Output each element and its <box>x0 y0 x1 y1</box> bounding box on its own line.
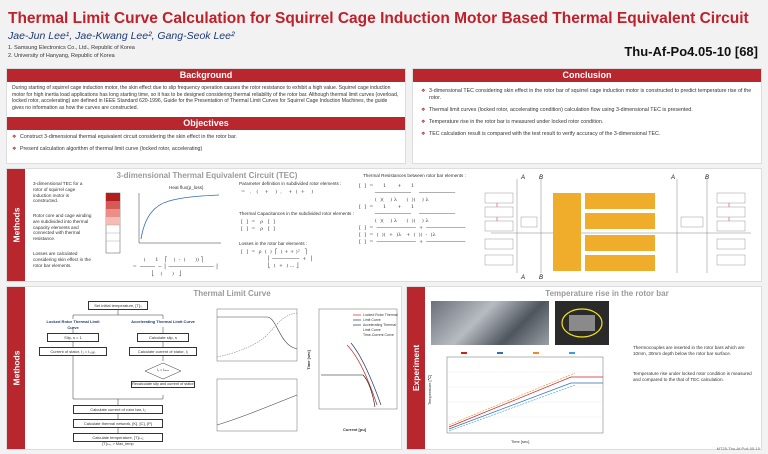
experiment-heading: Temperature rise in the rotor bar <box>545 289 669 298</box>
flow-network-box: Calculate thermal network, [K], [C], {P} <box>73 419 163 428</box>
svg-text:B: B <box>705 175 709 181</box>
background-heading: Background <box>7 69 405 82</box>
flow-accelerating-label: Accelerating Thermal Limit Curve <box>131 319 195 324</box>
conclusion-item: 3-dimensional TEC considering skin effec… <box>421 88 753 102</box>
objective-item: Present calculation algorithm of thermal… <box>12 146 400 153</box>
background-panel: Background During starting of squirrel c… <box>6 68 406 164</box>
resistance-equations: [ ] = 1 + 1 ──────────── ──────────── ( … <box>359 183 466 245</box>
rotor-bar-illustration <box>105 192 121 254</box>
conclusion-list: 3-dimensional TEC considering skin effec… <box>413 82 761 149</box>
svg-text:B: B <box>539 175 543 181</box>
affiliation-1: 1. Samsung Electronics Co., Ltd., Republ… <box>8 45 135 51</box>
conclusion-heading: Conclusion <box>413 69 761 82</box>
legend-time-current: Time-Current Curve <box>363 333 394 337</box>
flowchart: Set initial temperature, [T]₀ Locked Rot… <box>33 299 203 449</box>
resistance-label: Thermal Resistances between rotor bar el… <box>363 173 466 178</box>
affiliations: 1. Samsung Electronics Co., Ltd., Republ… <box>8 44 135 60</box>
experiment-text-1: Thermocouples are inserted in the rotor … <box>633 345 745 356</box>
flow-calc-stator-box: Calculate current of stator, I₁ <box>129 347 197 356</box>
temp-chart-xlabel: Time [sec] <box>511 439 530 444</box>
flow-stator-current-box: Current of stator, I₁ = Iₛₜₐᵣₜ <box>39 347 107 356</box>
conclusion-item: Temperature rise in the rotor bar is mea… <box>421 119 753 126</box>
capacitance-label: Thermal Capacitances in the subdivided r… <box>239 211 354 216</box>
flow-max-temp: [T]ₙ₊₁ > Max_temp <box>102 442 134 446</box>
thermal-limit-panel: Methods Thermal Limit Curve <box>6 286 402 450</box>
background-text: During starting of squirrel cage inducti… <box>12 85 399 111</box>
conclusion-panel: Conclusion 3-dimensional TEC considering… <box>412 68 762 164</box>
heat-flux-title: Heat flux(p_loss) <box>169 185 204 190</box>
thermocouple-highlight <box>561 308 603 338</box>
temperature-chart <box>216 378 298 432</box>
objectives-heading: Objectives <box>7 117 405 130</box>
temperature-rise-chart <box>446 352 604 434</box>
flowchart-connectors <box>72 309 182 433</box>
thermal-limit-xlabel: Current [pu] <box>343 427 367 432</box>
conclusion-item: TEC calculation result is compared with … <box>421 131 753 138</box>
capacitance-equation: [ ] = ρ [ ] [ ] = ρ [ ] <box>241 219 276 232</box>
tec-text-2: Rotor core and cage winding are subdivid… <box>33 213 92 242</box>
svg-text:A: A <box>520 275 525 281</box>
param-label: Parameter definition in subdivided rotor… <box>239 181 342 186</box>
flow-init-box: Set initial temperature, [T]₀ <box>88 301 148 310</box>
flow-recalc-box: Recalculate slip and current of stator <box>131 381 195 388</box>
svg-text:A: A <box>670 175 675 181</box>
conclusion-item: Thermal limit curves (locked rotor, acce… <box>421 107 753 114</box>
thermal-limit-ylabel: Time [sec] <box>305 350 311 370</box>
thermal-limit-heading: Thermal Limit Curve <box>193 289 271 298</box>
speed-current-chart <box>216 308 298 362</box>
affiliation-2: 2. University of Hanyang, Republic of Ko… <box>8 53 115 59</box>
heat-flux-chart <box>138 193 221 244</box>
legend-locked-rotor: Locked Rotor Thermal Limit Curve <box>363 313 398 322</box>
experiment-tab: Experiment <box>407 287 425 449</box>
heat-flux-equation: ( 1 ⎡ ( - ( )) ⎤ = ───── ─ ⎢ ───────────… <box>132 257 218 277</box>
loss-equation: [ ] = ρ ( ) ⎡ ( + + )² ⎤ ⎢ ───────── + ⎥… <box>241 249 313 269</box>
flow-slip-box: Slip, s = 1 <box>47 333 99 342</box>
flow-calc-slip-box: Calculate slip, s <box>137 333 189 342</box>
flow-temperature-box: Calculate temperature, [T]ₙ₊₁ <box>73 433 163 442</box>
footer-id: MT25-Thu-Af-Po4.05-10 <box>716 446 760 451</box>
rotor-photo <box>555 301 609 345</box>
thermal-limit-legend: Locked Rotor Thermal Limit Curve Acceler… <box>363 313 401 338</box>
tec-text-3: Losses are calculated considering skin e… <box>33 251 91 268</box>
poster-id: Thu-Af-Po4.05-10 [68] <box>624 44 758 59</box>
param-equation: = , ( + ) , + ( + ) <box>241 189 314 195</box>
tec-text-1: 3-dimensional TEC for a rotor of squirre… <box>33 181 83 204</box>
objective-item: Construct 3-dimensional thermal equivale… <box>12 134 400 141</box>
objectives-list: Construct 3-dimensional thermal equivale… <box>12 134 400 158</box>
flow-rotor-current-box: Calculate current of rotor bar, I₂ <box>73 405 163 414</box>
flow-decision: I₁ = Iₘₐₓ <box>156 368 170 372</box>
loss-label: Losses in the rotor bar elements : <box>239 241 308 246</box>
thermal-limit-chart <box>318 308 398 410</box>
experiment-panel: Experiment Temperature rise in the rotor… <box>406 286 762 450</box>
svg-text:A: A <box>520 175 525 181</box>
tec-heading: 3-dimensional Thermal Equivalent Circuit… <box>116 171 298 180</box>
temp-chart-ylabel: Temperature [℃] <box>427 374 433 406</box>
legend-accelerating: Accelerating Thermal Limit Curve <box>363 323 397 332</box>
svg-text:B: B <box>539 275 543 281</box>
poster-title: Thermal Limit Curve Calculation for Squi… <box>8 10 749 27</box>
authors: Jae-Jun Lee¹, Jae-Kwang Lee², Gang-Seok … <box>8 30 235 42</box>
flow-locked-rotor-label: Locked Rotor Thermal Limit Curve <box>46 319 100 330</box>
tec-network-diagram: A B A B A B <box>484 175 751 281</box>
tec-panel: Methods 3-dimensional Thermal Equivalent… <box>6 168 762 282</box>
experiment-text-2: Temperature rise under locked rotor cond… <box>633 371 752 382</box>
methods-tab-2: Methods <box>7 287 25 449</box>
methods-tab: Methods <box>7 169 25 281</box>
test-rig-photo <box>431 301 549 345</box>
